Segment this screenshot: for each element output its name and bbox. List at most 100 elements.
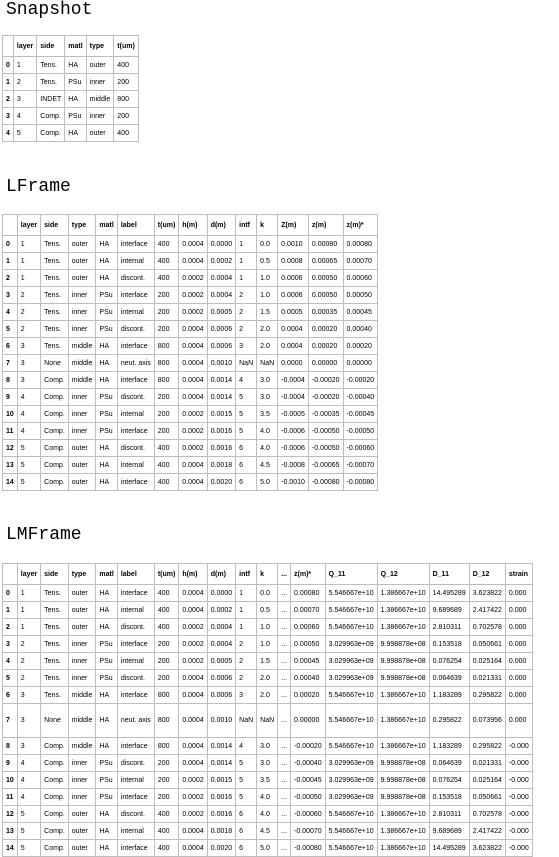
table-cell: 0.0002 [178,439,208,457]
column-header: label [116,563,155,585]
table-cell: 400 [153,439,180,457]
table-row: 11 4 Comp. inner PSu interface 200 0.0002 0.0016… [2,422,379,440]
table-cell: -0.00020 [342,371,379,389]
table-cell: middle [85,90,115,108]
table-cell: 0.0004 [178,686,208,704]
table-cell: Tens. [40,601,69,619]
table-cell: ... [277,771,292,789]
table-cell: 0.00050 [307,286,344,304]
table-cell: HA [64,56,87,74]
table-cell: 0.000 [504,669,533,687]
table-cell: Comp. [40,405,69,423]
table-cell: 200 [113,73,139,91]
table-cell: 400 [113,56,139,74]
table-cell: internal [116,303,155,321]
table-cell: outer [67,822,97,840]
table-cell: Tens. [40,320,69,338]
table-cell: -0.00020 [307,388,344,406]
table-cell: 1 [235,601,258,619]
table-cell: middle [67,371,97,389]
table-cell: 14.495289 [428,839,470,857]
table-cell: ... [277,669,292,687]
table-cell: 200 [153,405,180,423]
table-cell: 0.021331 [468,669,506,687]
table-cell: 0.0004 [206,635,237,653]
table-cell: inner [67,303,97,321]
table-cell: internal [116,405,155,423]
table-cell: 0.000 [504,703,533,738]
column-header: z(m) [307,214,344,236]
table-row: 0 1 Tens. HA outer 400 [2,56,139,74]
table-cell: 1 [235,269,258,287]
table-cell: 0.0004 [178,354,208,372]
table-cell: ... [277,839,292,857]
table-cell: outer [67,618,97,636]
table-cell: internal [116,252,155,270]
row-index: 8 [2,371,18,389]
table-cell: ... [277,788,292,806]
table-cell: 400 [153,805,180,823]
column-header: matl [64,35,87,57]
column-header: t(um) [113,35,139,57]
table-cell: 0.0018 [206,456,237,474]
table-cell: -0.000 [504,839,533,857]
table-cell: 4 [16,788,42,806]
table-cell: -0.0008 [277,456,309,474]
table-cell: interface [116,337,155,355]
table-cell: 0.0018 [206,822,237,840]
table-cell: 6 [235,822,258,840]
table-cell: 0.000 [504,601,533,619]
table-cell: 0.0004 [277,337,309,355]
table-cell: Comp. [40,388,69,406]
table-cell: inner [67,771,97,789]
table-cell: 1.0 [256,286,279,304]
table-cell: interface [116,422,155,440]
table-cell: -0.00040 [290,754,326,772]
table-cell: 0.0016 [206,788,237,806]
table-cell: -0.0004 [277,388,309,406]
table-cell: 2.417422 [468,822,506,840]
table-cell: 0.5 [256,252,279,270]
table-cell: 0.702578 [468,618,506,636]
table-cell: 5.546667e+10 [324,686,378,704]
table-cell: ... [277,822,292,840]
table-cell: 0.000 [504,618,533,636]
table-cell: 0.0015 [206,771,237,789]
table-cell: 2 [16,635,42,653]
table-cell: 3.623822 [468,839,506,857]
table-cell: 3 [235,337,258,355]
table-cell: 0.0002 [206,252,237,270]
table-cell: 0.0002 [178,652,208,670]
table-cell: 0.0004 [178,456,208,474]
table-cell: discont. [116,754,155,772]
table-cell: INDET [36,90,66,108]
table-row: 5 2 Tens. inner PSu discont. 200 0.0004 0.0006 2 2… [2,320,379,338]
table-cell: 0.00080 [307,235,344,253]
row-index: 8 [2,737,18,755]
table-cell: 0.0004 [178,601,208,619]
table-cell: 800 [153,337,180,355]
table-cell: 2 [235,635,258,653]
table-cell: 0.0004 [178,703,208,738]
table-cell: 0.295822 [468,686,506,704]
table-cell: 5.0 [256,839,279,857]
table-cell: 4 [235,737,258,755]
table-cell: 3.0 [256,754,279,772]
table-cell: 2 [235,303,258,321]
table-cell: 0.0006 [206,686,237,704]
table-cell: 0.0005 [277,303,309,321]
table-cell: 0.025164 [468,771,506,789]
table-cell: 0.0004 [178,337,208,355]
table-cell: 800 [153,354,180,372]
table-cell: 400 [153,252,180,270]
table-cell: discont. [116,320,155,338]
table-cell: 5.0 [256,473,279,491]
table-cell: Tens. [40,652,69,670]
table-cell: internal [116,456,155,474]
table-cell: 1.0 [256,635,279,653]
table-cell: 0.153518 [428,788,470,806]
table-cell: HA [95,805,118,823]
table-cell: internal [116,822,155,840]
table-cell: 1.386667e+10 [376,584,430,602]
table-cell: interface [116,737,155,755]
